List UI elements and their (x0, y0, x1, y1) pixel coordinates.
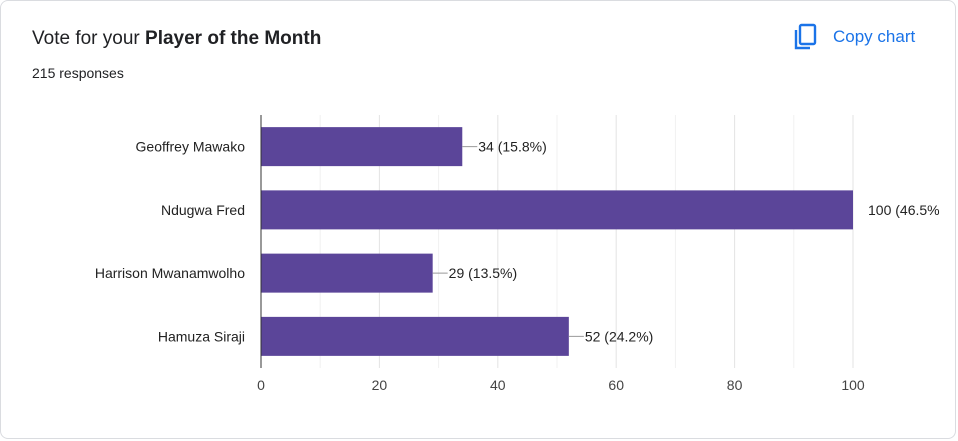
bar[interactable] (261, 127, 463, 167)
data-label: 34 (15.8%) (478, 139, 546, 155)
bars: 34 (15.8%) 100 (46.5% 29 (13.5%) 52 (24.2%) (261, 127, 940, 356)
category-label: Hamuza Siraji (158, 328, 245, 344)
x-tick-label: 40 (490, 377, 506, 393)
copy-chart-button[interactable]: Copy chart (793, 21, 915, 53)
bar[interactable] (261, 190, 854, 230)
bar[interactable] (261, 253, 433, 293)
title-prefix: Vote for your (32, 28, 146, 49)
response-count: 215 responses (32, 65, 124, 81)
x-tick-label: 20 (372, 377, 388, 393)
category-label: Harrison Mwanamwolho (95, 265, 245, 281)
title-bold: Player of the Month (145, 28, 322, 49)
data-label: 29 (13.5%) (449, 265, 517, 281)
copy-chart-label: Copy chart (833, 27, 916, 46)
copy-icon (794, 23, 817, 50)
x-tick-label: 80 (727, 377, 743, 393)
category-label: Ndugwa Fred (161, 202, 245, 218)
x-tick-label: 0 (257, 377, 265, 393)
category-label: Geoffrey Mawako (136, 139, 246, 155)
bar[interactable] (261, 316, 569, 356)
x-tick-label: 100 (841, 377, 865, 393)
data-label: 100 (46.5% (868, 202, 940, 218)
chart-title: Vote for your Player of the Month (32, 28, 321, 50)
x-tick-label: 60 (608, 377, 624, 393)
axes: 0 20 40 60 80 100 Geoffrey Mawako Ndugwa Fred Ha… (95, 115, 865, 393)
data-label: 52 (24.2%) (585, 328, 653, 344)
